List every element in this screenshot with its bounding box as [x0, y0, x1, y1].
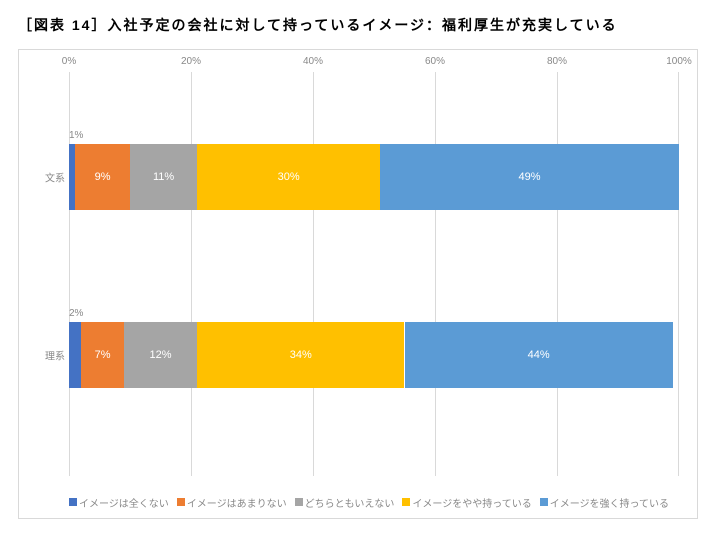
x-tick-label: 0% — [62, 56, 76, 67]
x-tick-label: 60% — [425, 56, 445, 67]
y-category-label: 文系 — [25, 170, 65, 185]
legend-swatch — [69, 498, 77, 506]
bar-segment: 11% — [130, 144, 197, 210]
grid-line — [435, 72, 436, 476]
segment-label: 44% — [528, 349, 550, 361]
segment-label: 34% — [290, 349, 312, 361]
legend-label: イメージは全くない — [79, 495, 169, 510]
plot-region — [69, 72, 679, 476]
chart-title: ［図表 14］入社予定の会社に対して持っているイメージ：福利厚生が充実している — [18, 12, 698, 39]
segment-label: 11% — [153, 171, 174, 183]
x-tick-label: 100% — [666, 56, 692, 67]
x-tick-label: 20% — [181, 56, 201, 67]
segment-label: 30% — [278, 171, 300, 183]
legend-swatch — [402, 498, 410, 506]
segment-label: 49% — [519, 171, 541, 183]
bar-segment: 49% — [380, 144, 679, 210]
bar-segment — [69, 322, 81, 388]
legend-swatch — [295, 498, 303, 506]
bar-row: 2% 7% 12% 34% 44% — [69, 322, 679, 388]
bar-segment: 44% — [405, 322, 673, 388]
legend-item: どちらともいえない — [295, 495, 395, 510]
legend: イメージは全くない イメージはあまりない どちらともいえない イメージをやや持っ… — [69, 495, 679, 510]
bar-segment: 9% — [75, 144, 130, 210]
legend-swatch — [177, 498, 185, 506]
bar-segment: 34% — [197, 322, 404, 388]
legend-label: イメージを強く持っている — [550, 495, 669, 510]
grid-line — [313, 72, 314, 476]
segment-label: 12% — [149, 349, 171, 361]
legend-item: イメージはあまりない — [177, 495, 287, 510]
grid-line — [557, 72, 558, 476]
grid-line — [191, 72, 192, 476]
legend-item: イメージは全くない — [69, 495, 169, 510]
x-tick-label: 40% — [303, 56, 323, 67]
segment-external-label: 2% — [69, 308, 83, 319]
legend-label: イメージをやや持っている — [412, 495, 531, 510]
y-category-label: 理系 — [25, 348, 65, 363]
segment-label: 9% — [95, 171, 111, 183]
bar-segment: 30% — [197, 144, 380, 210]
legend-item: イメージをやや持っている — [402, 495, 531, 510]
grid-line — [678, 72, 679, 476]
segment-label: 7% — [95, 349, 111, 361]
legend-label: どちらともいえない — [305, 495, 395, 510]
chart-container: 0% 20% 40% 60% 80% 100% 文系 理系 1% 9% 11% … — [18, 49, 698, 519]
x-tick-label: 80% — [547, 56, 567, 67]
bar-row: 1% 9% 11% 30% 49% — [69, 144, 679, 210]
legend-item: イメージを強く持っている — [540, 495, 669, 510]
legend-label: イメージはあまりない — [187, 495, 287, 510]
bar-segment: 12% — [124, 322, 197, 388]
bar-segment: 7% — [81, 322, 124, 388]
segment-external-label: 1% — [69, 130, 83, 141]
legend-swatch — [540, 498, 548, 506]
